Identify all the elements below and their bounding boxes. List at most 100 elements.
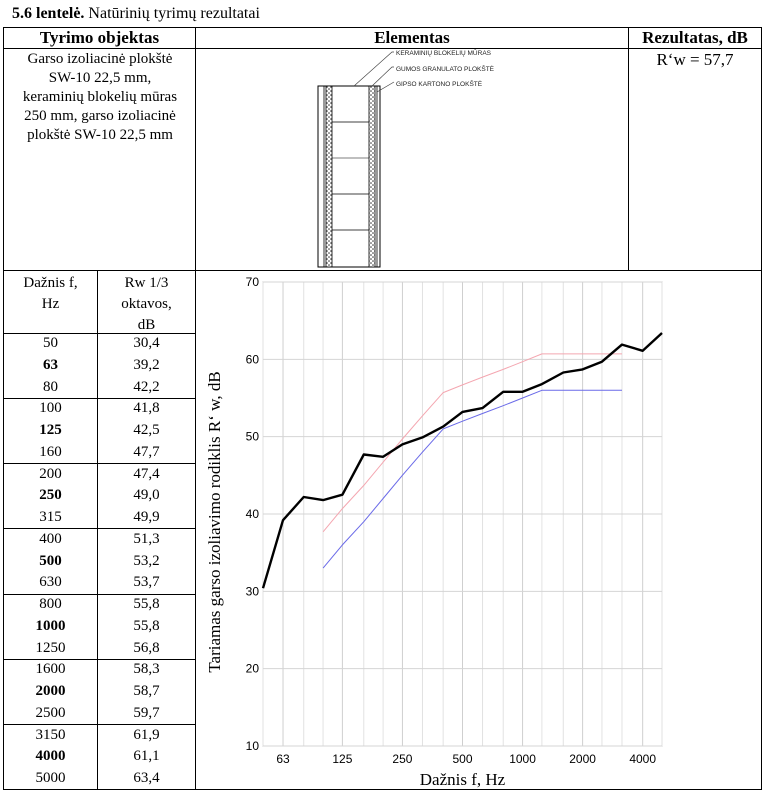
rw-value-cell: 53,7 — [133, 574, 160, 591]
group-divider — [3, 659, 195, 660]
group-divider — [3, 528, 195, 529]
rw-value-cell: 55,8 — [133, 596, 160, 612]
object-line: SW-10 22,5 mm, — [48, 70, 152, 86]
frequency-column-header: Dažnis f, Hz — [4, 273, 97, 315]
rw-value-cell: 53,2 — [133, 552, 160, 569]
rw-value-cell: 58,3 — [133, 661, 160, 678]
wall-section — [317, 85, 381, 268]
x-tick-label: 250 — [392, 752, 412, 766]
rw-value-cell: 61,9 — [133, 726, 160, 743]
rw-header-line: oktavos, — [121, 296, 172, 312]
column-divider-1 — [195, 27, 196, 790]
group-divider — [3, 398, 195, 399]
table-caption: 5.6 lentelė. Natūrinių tyrimų rezultatai — [12, 4, 260, 24]
y-tick-label: 70 — [246, 275, 260, 289]
frequency-cell: 315 — [39, 509, 62, 525]
freq-header-divider — [3, 333, 195, 334]
rw-value-cell: 51,3 — [133, 530, 160, 547]
frequency-cell: 125 — [39, 422, 62, 438]
header-element: Elementas — [374, 28, 450, 47]
rw-value-cell: 58,7 — [133, 683, 160, 699]
group-divider — [3, 463, 195, 464]
frequency-cell: 2000 — [35, 683, 66, 699]
caption-number: 5.6 lentelė. — [12, 5, 85, 22]
column-divider-2 — [628, 27, 629, 270]
x-axis-label: Dažnis f, Hz — [420, 770, 506, 789]
rw-value-cell: 61,1 — [133, 748, 160, 765]
frequency-cell: 4000 — [35, 748, 66, 765]
y-tick-label: 40 — [246, 507, 260, 521]
label-ceramic-masonry: KERAMINIŲ BLOKELIŲ MŪRAS — [396, 49, 492, 57]
frequency-cell: 1000 — [35, 617, 66, 634]
rw-value-cell: 49,0 — [133, 487, 160, 504]
rw-value-cell: 30,4 — [133, 335, 160, 351]
frequency-cell: 400 — [39, 530, 62, 547]
rw-value-cell: 59,7 — [133, 704, 160, 721]
result-value: R‘w = 57,7 — [656, 50, 734, 69]
x-tick-label: 2000 — [569, 752, 596, 766]
frequency-cell: 160 — [39, 443, 62, 460]
frequency-cell: 80 — [43, 378, 58, 395]
x-tick-label: 125 — [332, 752, 352, 766]
frequency-cell: 200 — [39, 465, 62, 482]
object-line: 250 mm, garso izoliacinė — [24, 108, 176, 124]
caption-text: Natūrinių tyrimų rezultatai — [88, 5, 260, 22]
frequency-cell: 500 — [39, 552, 62, 569]
header-result: Rezultatas, dB — [642, 28, 748, 47]
frequency-cell: 1600 — [35, 661, 66, 678]
wall-section-drawing: KERAMINIŲ BLOKELIŲ MŪRAS GUMOS GRANULATO… — [317, 49, 495, 268]
rw-value-cell: 55,8 — [133, 617, 160, 634]
leader-lines — [353, 51, 395, 93]
label-gypsum-board: GIPSO KARTONO PLOKŠTĖ — [396, 79, 483, 88]
measured-line — [261, 332, 663, 589]
y-tick-label: 50 — [246, 430, 260, 444]
freq-column-divider — [97, 270, 98, 790]
rw-header-line: Rw 1/3 — [124, 275, 169, 291]
sound-insulation-chart: 10 20 30 40 50 60 70 63 125 250 500 1000 2000 4000 Daž… — [205, 275, 663, 789]
rw-value-cell: 47,7 — [133, 443, 160, 460]
frequency-cell: 3150 — [35, 726, 66, 743]
y-axis-label: Tariamas garso izoliavimo rodiklis R‘ w,… — [205, 371, 224, 672]
x-tick-label: 63 — [276, 752, 290, 766]
frequency-cell: 50 — [43, 335, 58, 351]
rw-value-cell: 49,9 — [133, 509, 160, 525]
reference-curve-blue — [322, 389, 622, 569]
frequency-cell: 1250 — [35, 639, 66, 656]
rw-value-cell: 56,8 — [133, 639, 160, 656]
section-divider — [3, 270, 762, 271]
frequency-cell: 100 — [39, 400, 62, 417]
rw-value-cell: 42,2 — [133, 378, 160, 395]
x-tick-label: 4000 — [629, 752, 656, 766]
object-line: plokštė SW-10 22,5 mm — [27, 127, 173, 143]
frequency-cell: 5000 — [35, 770, 66, 786]
frequency-cell: 800 — [39, 596, 62, 612]
rw-header-line: dB — [137, 317, 156, 333]
label-rubber-board: GUMOS GRANULATO PLOKŠTĖ — [396, 64, 495, 73]
frequency-header-line: Dažnis f, — [23, 275, 78, 291]
rw-value-cell: 41,8 — [133, 400, 160, 417]
y-tick-label: 10 — [246, 739, 260, 753]
x-tick-label: 500 — [452, 752, 472, 766]
x-tick-label: 1000 — [509, 752, 536, 766]
y-tick-label: 30 — [246, 584, 260, 598]
frequency-cell: 630 — [39, 574, 62, 591]
group-divider — [3, 594, 195, 595]
rw-value-cell: 47,4 — [133, 465, 160, 482]
rw-column-header: Rw 1/3 oktavos, dB — [98, 273, 195, 336]
rw-value-cell: 63,4 — [133, 770, 160, 786]
reference-curve-pink — [322, 353, 622, 533]
object-line: keraminių blokelių mūras — [22, 89, 178, 105]
header-divider — [3, 48, 762, 49]
results-table — [3, 27, 762, 790]
y-tick-label: 20 — [246, 662, 260, 676]
group-divider — [3, 724, 195, 725]
frequency-cell: 63 — [43, 356, 58, 373]
rw-value-cell: 39,2 — [133, 356, 160, 373]
object-description: Garso izoliacinė plokštė SW-10 22,5 mm, … — [8, 50, 192, 145]
rw-value-cell: 42,5 — [133, 422, 160, 438]
object-line: Garso izoliacinė plokštė — [27, 51, 173, 67]
frequency-cell: 2500 — [35, 704, 66, 721]
frequency-header-line: Hz — [41, 296, 60, 312]
y-tick-label: 60 — [246, 352, 260, 366]
frequency-cell: 250 — [39, 487, 62, 504]
